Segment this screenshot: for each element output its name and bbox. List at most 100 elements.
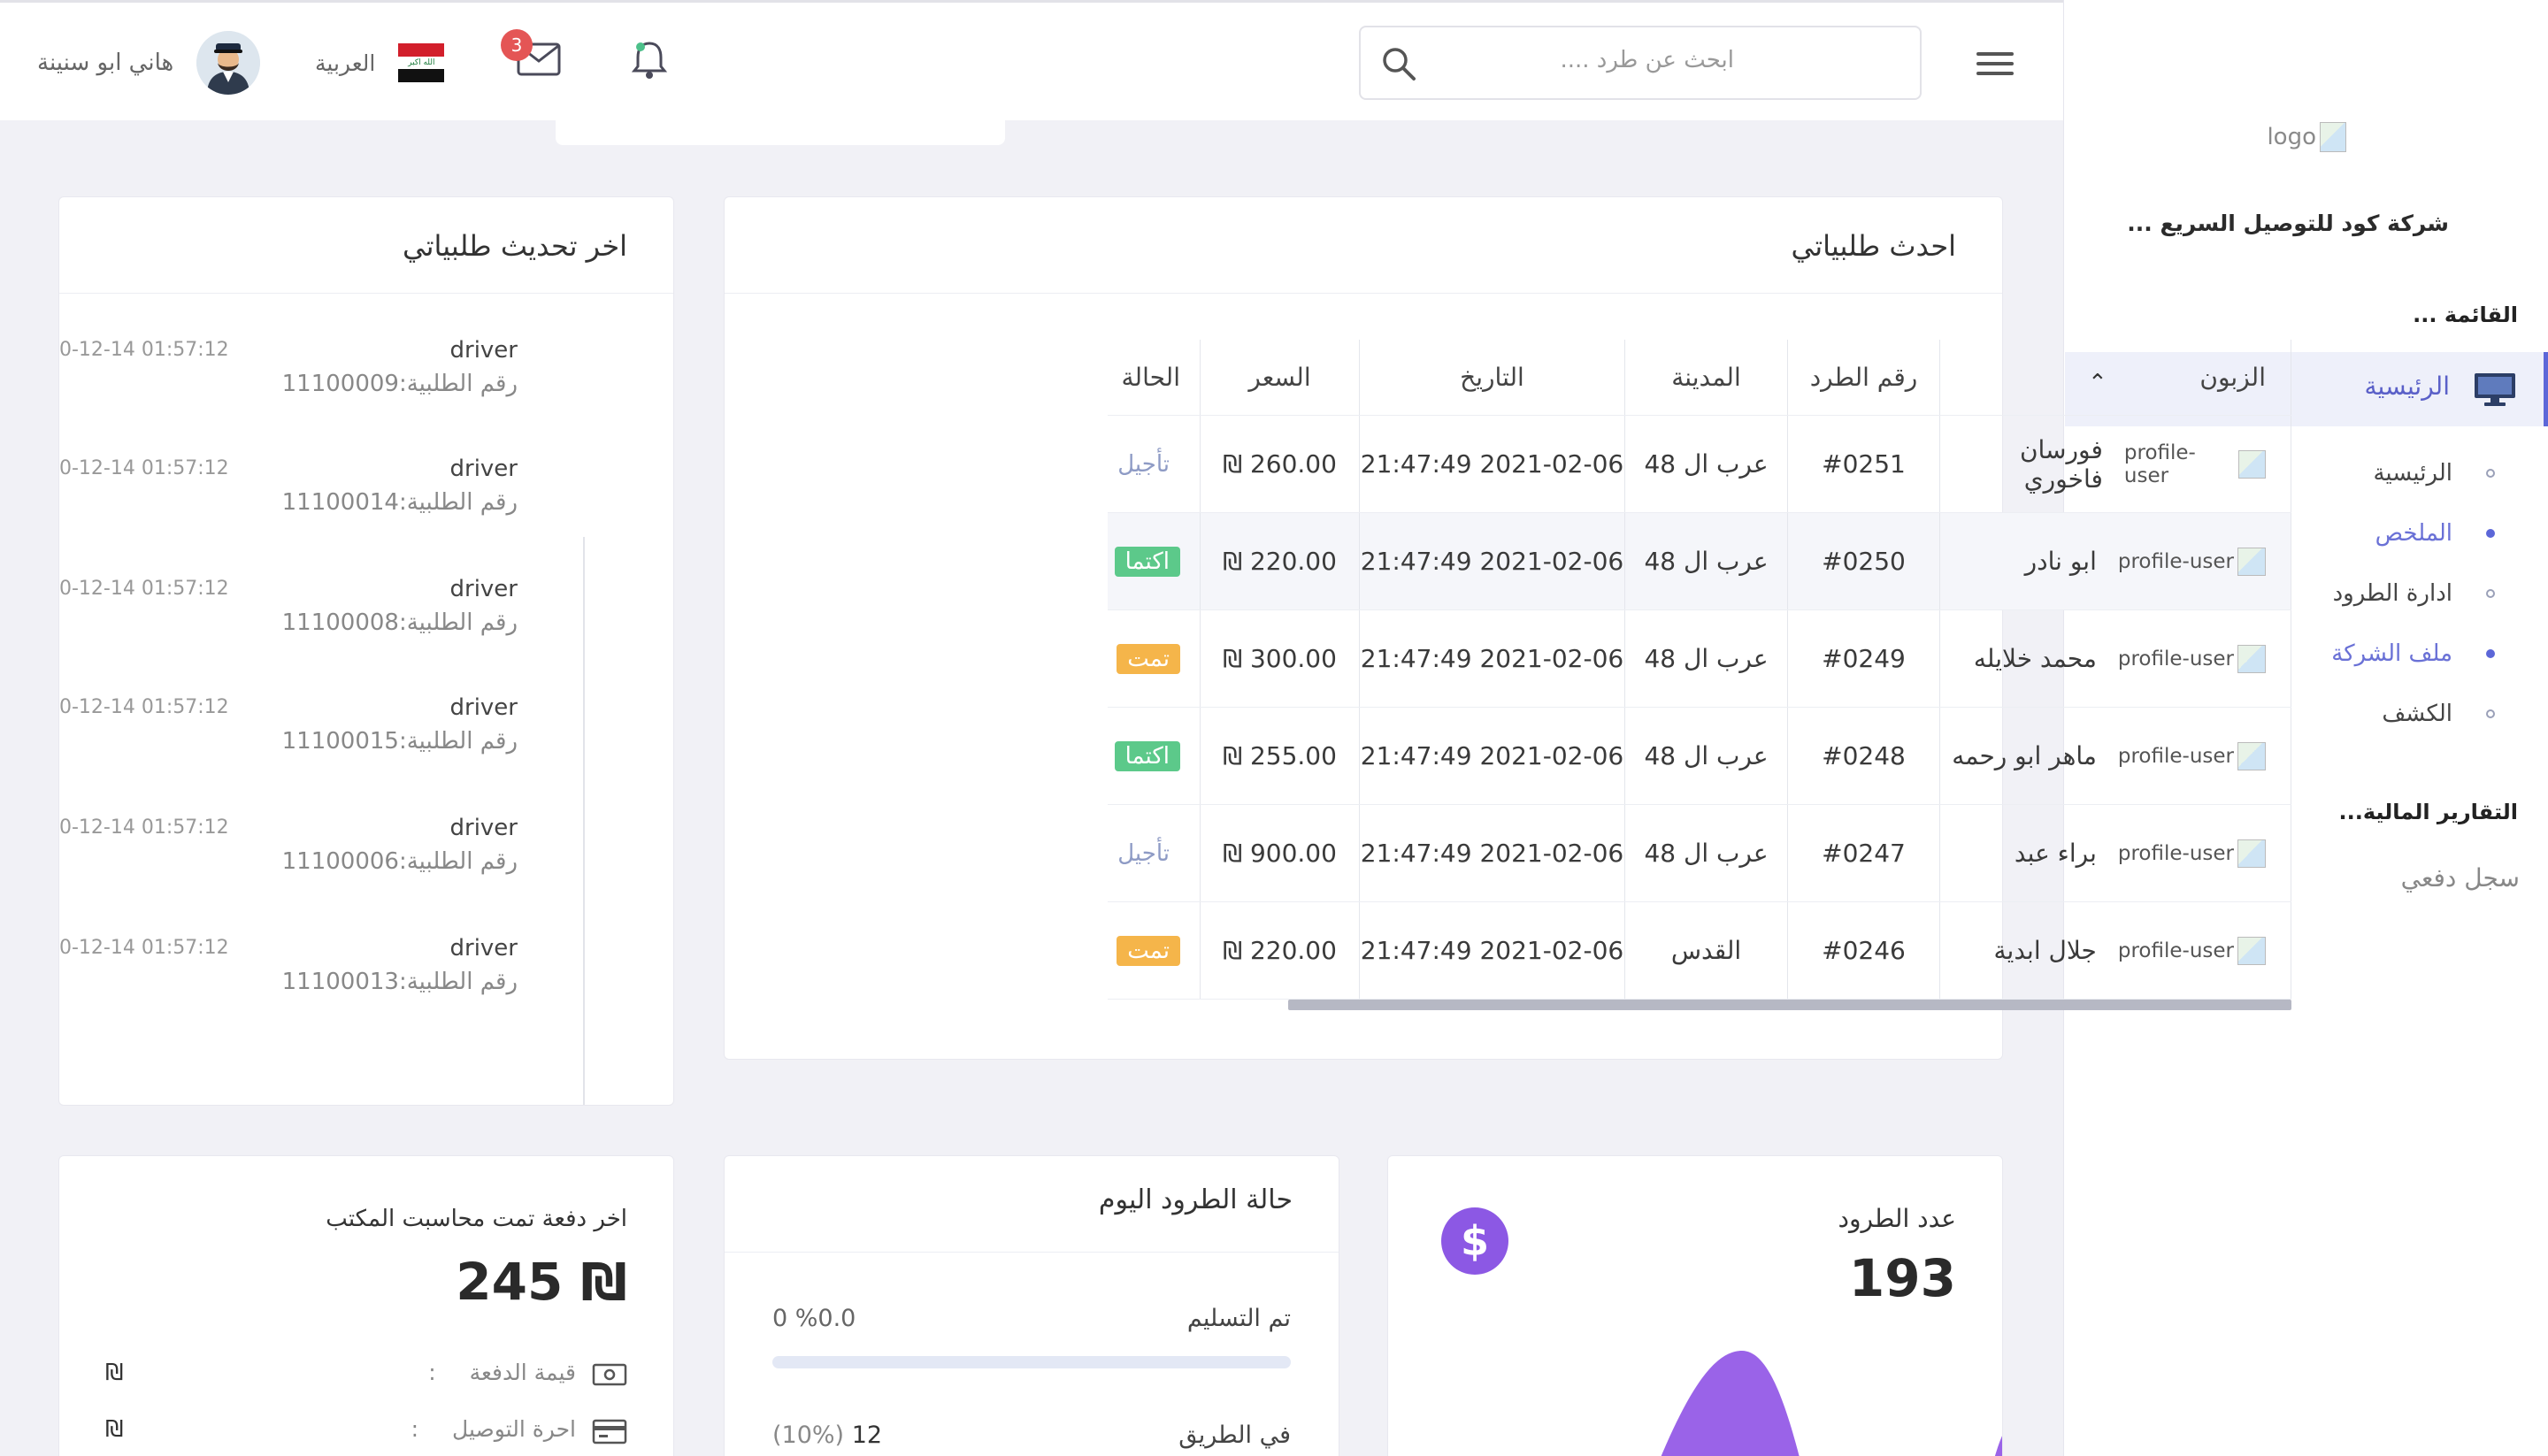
parcels-count-title: عدد الطرود — [1838, 1204, 1957, 1233]
header-tab-stub — [556, 120, 1005, 145]
payment-value-label: قيمة الدفعة : — [428, 1360, 576, 1385]
status-cell: اكتما — [1108, 708, 1200, 804]
status-cell: تأجيل — [1108, 416, 1200, 512]
timeline-item: driver 2020-12-14 01:57:12 رقم الطلبية:1… — [59, 815, 518, 875]
table-row[interactable]: profile-user فورسان فاخوري #0251 عرب ال … — [1108, 416, 2291, 513]
customer-cell: profile-user فورسان فاخوري — [1939, 416, 2291, 512]
circle-icon — [2486, 709, 2495, 718]
delivered-value: 0 %0.0 — [772, 1305, 856, 1332]
on-way-value: (10%) 12 — [772, 1422, 883, 1449]
status-badge: اكتما — [1114, 740, 1180, 771]
sidebar-subitem-label: الرئيسية — [2373, 460, 2452, 487]
profile-user-image: profile-user — [2124, 441, 2266, 487]
table-horizontal-scrollbar[interactable] — [1288, 1000, 2291, 1010]
circle-icon — [2486, 529, 2495, 538]
sidebar-item-home[interactable]: الرئيسية ⌃ — [2065, 352, 2548, 426]
search-placeholder: ابحث عن طرد .... — [1560, 47, 1734, 73]
last-payment-card: اخر دفعة تمت محاسبت المكتب 245 ₪ قيمة ال… — [58, 1155, 674, 1456]
menu-toggle-icon[interactable] — [1976, 52, 2014, 81]
column-header-date[interactable]: التاريخ — [1359, 340, 1624, 415]
mail-button[interactable]: 3 — [501, 29, 561, 80]
status-badge: اكتما — [1114, 546, 1180, 577]
status-badge: تأجيل — [1117, 839, 1170, 867]
timeline-actor: driver — [449, 694, 518, 721]
sidebar-subitem-summary[interactable]: الملخص — [2375, 520, 2495, 547]
sidebar-subitem-home[interactable]: الرئيسية — [2373, 460, 2495, 487]
table-row[interactable]: profile-user محمد خلايله #0249 عرب ال 48… — [1108, 610, 2291, 708]
sidebar-subitem-parcels[interactable]: ادارة الطرود — [2333, 580, 2495, 607]
delivered-progress — [772, 1356, 1291, 1368]
bell-icon[interactable] — [630, 38, 669, 80]
parcel-number: #0247 — [1787, 805, 1939, 901]
timeline-time: 2020-12-14 01:57:12 — [58, 457, 229, 479]
column-header-city[interactable]: المدينة — [1624, 340, 1787, 415]
sidebar-subitem-label: ادارة الطرود — [2332, 580, 2452, 607]
column-header-number[interactable]: رقم الطرد — [1787, 340, 1939, 415]
search-input[interactable]: ابحث عن طرد .... — [1359, 26, 1922, 100]
price: 220.00 ₪ — [1200, 902, 1359, 999]
user-menu[interactable]: هاني ابو سنينة — [37, 31, 261, 95]
timeline-actor: driver — [449, 815, 518, 841]
column-header-price[interactable]: السعر — [1200, 340, 1359, 415]
timeline-order: رقم الطلبية:11100008 — [281, 609, 518, 636]
timeline-actor: driver — [449, 456, 518, 482]
timeline-time: 2020-12-14 01:57:12 — [58, 937, 229, 959]
search-icon[interactable] — [1380, 45, 1417, 82]
customer-cell: profile-user محمد خلايله — [1939, 610, 2291, 707]
language-label: العربية — [315, 50, 376, 76]
timeline-time: 2020-12-14 01:57:12 — [58, 339, 229, 361]
city: عرب ال 48 — [1624, 416, 1787, 512]
profile-user-image: profile-user — [2118, 839, 2266, 868]
circle-icon — [2486, 469, 2495, 478]
timeline-item: driver 2020-12-14 01:57:12 رقم الطلبية:1… — [59, 576, 518, 636]
city: عرب ال 48 — [1624, 513, 1787, 609]
last-updates-title: اخر تحديث طلبياتي — [402, 229, 627, 263]
date: 2021-02-06 21:47:49 — [1359, 902, 1624, 999]
table-row[interactable]: profile-user ابو نادر #0250 عرب ال 48 20… — [1108, 513, 2291, 610]
last-payment-title: اخر دفعة تمت محاسبت المكتب — [326, 1206, 627, 1232]
table-header-row: الزبون رقم الطرد المدينة التاريخ السعر ا… — [1108, 340, 2291, 416]
credit-card-icon — [592, 1419, 627, 1445]
table-row[interactable]: profile-user جلال ابدية #0246 القدس 2021… — [1108, 902, 2291, 1000]
sidebar-subitem-label: الملخص — [2375, 520, 2452, 547]
city: عرب ال 48 — [1624, 708, 1787, 804]
chevron-up-icon[interactable]: ⌃ — [2088, 370, 2107, 396]
parcel-number: #0249 — [1787, 610, 1939, 707]
timeline-actor: driver — [449, 576, 518, 602]
parcels-today-title: حالة الطرود اليوم — [1098, 1184, 1293, 1215]
mail-count-badge: 3 — [501, 29, 533, 61]
sidebar-item-home-label: الرئيسية — [2364, 372, 2450, 401]
profile-user-image: profile-user — [2118, 644, 2266, 673]
parcels-sparkline — [1661, 1351, 2002, 1456]
sidebar-subitem-statement[interactable]: الكشف — [2382, 701, 2495, 727]
sidebar-subitem-company[interactable]: ملف الشركة — [2331, 640, 2495, 667]
sidebar-item-payments[interactable]: سجل دفعي — [2400, 863, 2520, 893]
orders-table: الزبون رقم الطرد المدينة التاريخ السعر ا… — [1108, 340, 2291, 1001]
table-row[interactable]: profile-user براء عبد #0247 عرب ال 48 20… — [1108, 805, 2291, 902]
iraq-flag-icon: الله اكبر — [398, 43, 445, 83]
logo[interactable]: logo — [2267, 122, 2346, 152]
date: 2021-02-06 21:47:49 — [1359, 805, 1624, 901]
timeline-actor: driver — [449, 935, 518, 962]
payment-value-currency: ₪ — [105, 1360, 124, 1386]
column-header-customer[interactable]: الزبون — [1939, 340, 2291, 415]
timeline-order: رقم الطلبية:11100009 — [281, 371, 518, 397]
table-row[interactable]: profile-user ماهر ابو رحمه #0248 عرب ال … — [1108, 708, 2291, 805]
customer-name: جلال ابدية — [1993, 936, 2097, 965]
column-header-status[interactable]: الحالة — [1121, 363, 1180, 392]
money-icon — [592, 1363, 627, 1386]
city: عرب ال 48 — [1624, 610, 1787, 707]
profile-user-image: profile-user — [2118, 741, 2266, 770]
delivered-label: تم التسليم — [1186, 1305, 1291, 1332]
status-cell: تأجيل — [1108, 805, 1200, 901]
city: عرب ال 48 — [1624, 805, 1787, 901]
circle-icon — [2486, 649, 2495, 658]
avatar — [196, 31, 261, 95]
timeline-order: رقم الطلبية:11100013 — [281, 969, 518, 995]
sidebar-subitem-label: الكشف — [2382, 701, 2452, 727]
language-selector[interactable]: العربية الله اكبر — [315, 43, 445, 83]
parcel-number: #0248 — [1787, 708, 1939, 804]
customer-name: ماهر ابو رحمه — [1952, 741, 2097, 770]
user-name: هاني ابو سنينة — [37, 50, 174, 76]
timeline-actor: driver — [449, 337, 518, 364]
